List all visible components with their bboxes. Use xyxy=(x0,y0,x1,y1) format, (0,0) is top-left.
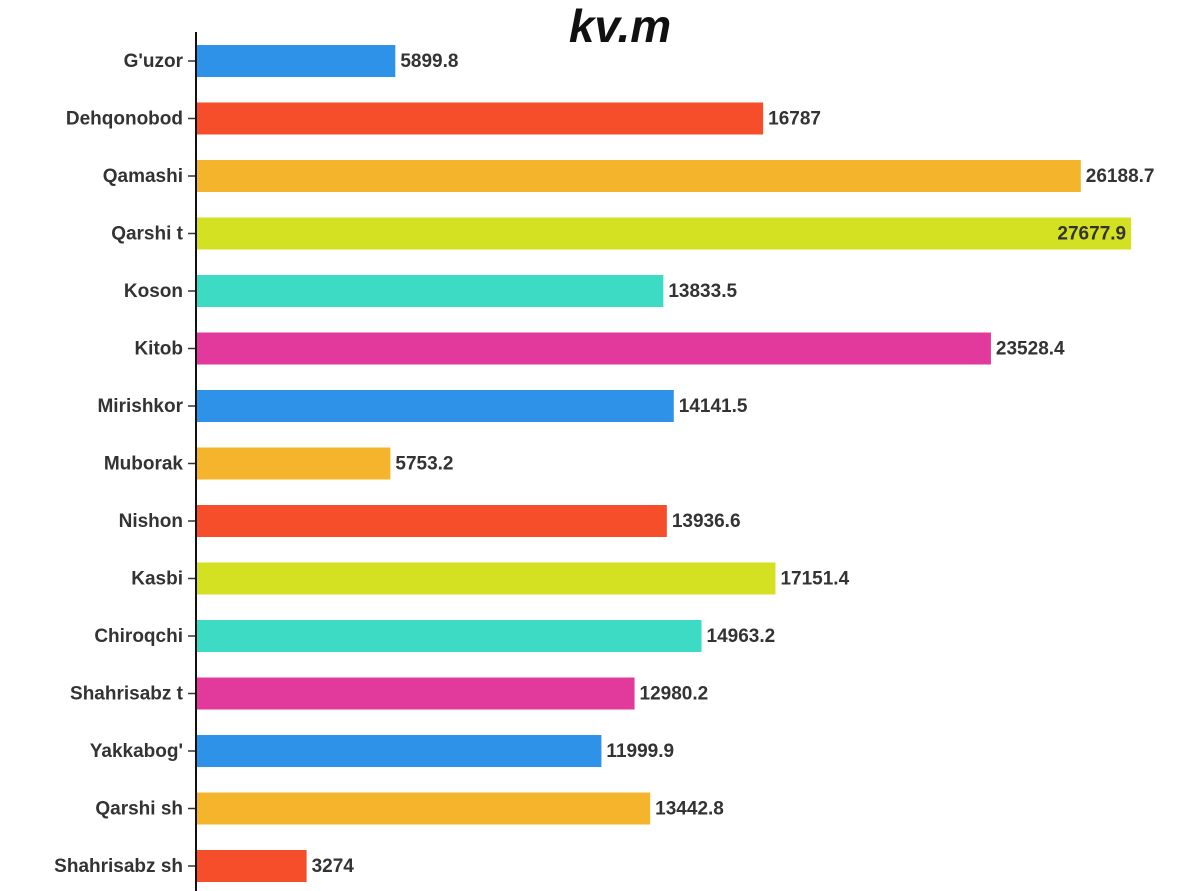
y-tick-label: Nishon xyxy=(119,511,183,532)
value-label: 13442.8 xyxy=(655,799,724,820)
value-label: 13833.5 xyxy=(668,281,737,302)
bar xyxy=(196,792,651,825)
bar xyxy=(196,160,1081,192)
value-label: 14963.2 xyxy=(707,626,776,647)
value-label: 3274 xyxy=(312,856,355,877)
bar xyxy=(196,102,764,135)
y-tick-label: Chiroqchi xyxy=(94,626,183,647)
y-tick-label: Yakkabog' xyxy=(90,741,183,762)
value-label: 27677.9 xyxy=(1057,224,1126,245)
y-tick-label: Kitob xyxy=(134,339,183,360)
bar xyxy=(196,850,307,882)
y-tick-label: G'uzor xyxy=(124,51,184,72)
value-label: 16787 xyxy=(768,109,821,130)
bar xyxy=(196,275,664,307)
bar xyxy=(196,505,667,537)
bar xyxy=(196,390,674,422)
y-tick-label: Muborak xyxy=(104,454,184,475)
chart-title: kv.m xyxy=(569,0,671,52)
y-tick-label: Dehqonobod xyxy=(66,109,183,130)
bar xyxy=(196,332,991,365)
bar xyxy=(196,620,702,652)
value-label: 5753.2 xyxy=(395,454,453,475)
bar xyxy=(196,447,391,480)
value-label: 26188.7 xyxy=(1086,166,1155,187)
value-label: 13936.6 xyxy=(672,511,741,532)
y-tick-label: Shahrisabz sh xyxy=(54,856,183,877)
value-label: 17151.4 xyxy=(780,569,849,590)
value-label: 23528.4 xyxy=(996,339,1065,360)
bar xyxy=(196,735,602,767)
y-tick-label: Qamashi xyxy=(103,166,183,187)
value-label: 5899.8 xyxy=(400,51,458,72)
y-tick-label: Kasbi xyxy=(131,569,183,590)
y-tick-label: Shahrisabz t xyxy=(70,684,184,705)
y-tick-label: Qarshi sh xyxy=(95,799,183,820)
value-label: 14141.5 xyxy=(679,396,748,417)
value-label: 11999.9 xyxy=(606,741,674,762)
y-tick-label: Koson xyxy=(124,281,183,302)
bar xyxy=(196,217,1132,250)
bar xyxy=(196,562,776,595)
bar xyxy=(196,677,635,710)
y-tick-label: Qarshi t xyxy=(111,224,183,245)
bar xyxy=(196,45,396,77)
y-tick-label: Mirishkor xyxy=(97,396,183,417)
value-label: 12980.2 xyxy=(640,684,709,705)
